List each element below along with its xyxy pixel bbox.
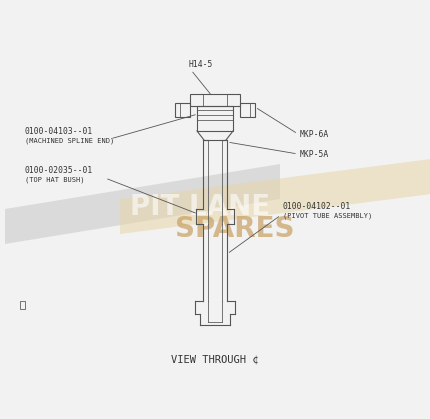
Bar xyxy=(20,301,25,309)
Text: (MACHINED SPLINE END): (MACHINED SPLINE END) xyxy=(25,137,114,144)
Text: 0100-04102--01: 0100-04102--01 xyxy=(283,202,350,211)
Text: 0100-04103--01: 0100-04103--01 xyxy=(25,127,93,136)
Bar xyxy=(175,103,190,117)
Text: (TOP HAT BUSH): (TOP HAT BUSH) xyxy=(25,176,84,183)
Text: VIEW THROUGH ¢: VIEW THROUGH ¢ xyxy=(171,354,258,364)
Text: 0100-02035--01: 0100-02035--01 xyxy=(25,166,93,175)
Polygon shape xyxy=(120,159,430,234)
Bar xyxy=(190,94,240,106)
Text: (PIVOT TUBE ASSEMBLY): (PIVOT TUBE ASSEMBLY) xyxy=(283,212,372,219)
Polygon shape xyxy=(5,164,280,244)
Bar xyxy=(240,103,255,117)
Text: H14-5: H14-5 xyxy=(189,60,213,69)
Bar xyxy=(197,106,233,131)
Text: MKP-6A: MKP-6A xyxy=(299,129,329,139)
Text: PIT LANE: PIT LANE xyxy=(129,193,270,221)
Text: SPARES: SPARES xyxy=(175,215,294,243)
Text: MKP-5A: MKP-5A xyxy=(299,150,329,158)
